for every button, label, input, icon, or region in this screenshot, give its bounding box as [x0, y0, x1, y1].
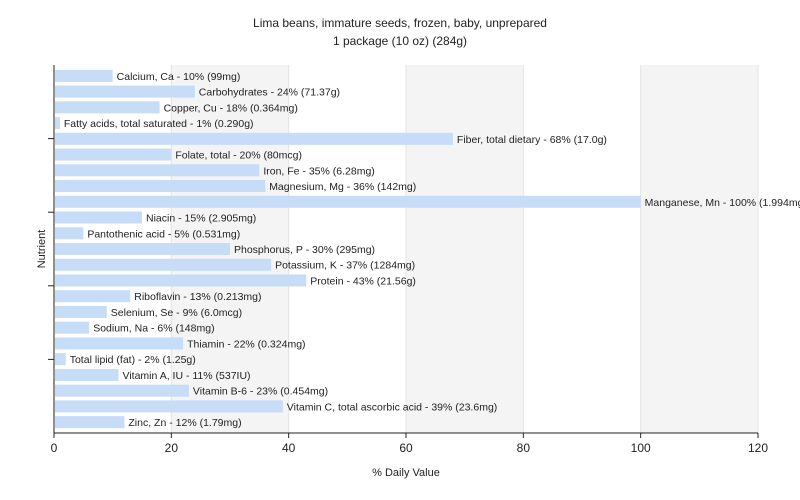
x-axis-title: % Daily Value	[372, 467, 440, 479]
bar	[55, 305, 107, 318]
bar-labels: Calcium, Ca - 10% (99mg) Carbohydrates - …	[64, 71, 800, 429]
grid-band	[406, 65, 524, 433]
bar	[55, 290, 131, 303]
bar-label: Zinc, Zn - 12% (1.79mg)	[128, 417, 241, 429]
bar-label: Magnesium, Mg - 36% (142mg)	[269, 181, 416, 193]
grid-band	[640, 65, 758, 433]
bar-label: Fatty acids, total saturated - 1% (0.290…	[64, 118, 254, 130]
bar	[55, 69, 113, 82]
bar	[55, 384, 189, 397]
bar	[55, 211, 142, 224]
bar-label: Vitamin A, IU - 11% (537IU)	[123, 370, 251, 382]
bar	[55, 368, 119, 381]
bar	[55, 132, 453, 145]
bar-label: Iron, Fe - 35% (6.28mg)	[263, 165, 374, 177]
bar	[55, 101, 160, 114]
bar-label: Niacin - 15% (2.905mg)	[146, 213, 256, 225]
bar	[55, 180, 266, 193]
bar	[55, 353, 66, 366]
bar-label: Sodium, Na - 6% (148mg)	[93, 323, 214, 335]
chart-subtitle: 1 package (10 oz) (284g)	[333, 34, 467, 48]
x-tick-label: 40	[282, 441, 296, 455]
x-tick-label: 80	[517, 441, 531, 455]
bar-label: Manganese, Mn - 100% (1.994mg)	[645, 197, 800, 209]
y-axis-title: Nutrient	[36, 230, 48, 269]
bar-label: Phosphorus, P - 30% (295mg)	[234, 244, 375, 256]
bar-label: Vitamin B-6 - 23% (0.454mg)	[193, 386, 328, 398]
x-tick-label: 60	[399, 441, 413, 455]
bar	[55, 337, 184, 350]
bar-label: Protein - 43% (21.56g)	[310, 275, 416, 287]
bar-label: Selenium, Se - 9% (6.0mcg)	[111, 307, 242, 319]
bar-label: Total lipid (fat) - 2% (1.25g)	[70, 354, 196, 366]
bar-label: Calcium, Ca - 10% (99mg)	[117, 71, 241, 83]
bar	[55, 164, 260, 177]
bar-label: Thiamin - 22% (0.324mg)	[187, 338, 305, 350]
x-tick-label: 100	[631, 441, 651, 455]
bar-label: Copper, Cu - 18% (0.364mg)	[164, 102, 298, 114]
chart-title: Lima beans, immature seeds, frozen, baby…	[253, 16, 547, 30]
gridlines	[170, 65, 759, 433]
bar-label: Fiber, total dietary - 68% (17.0g)	[457, 134, 607, 146]
bars	[55, 69, 641, 429]
x-tick-label: 0	[51, 441, 58, 455]
bar	[55, 274, 307, 287]
bar	[55, 195, 641, 208]
bar	[55, 227, 84, 240]
bar-label: Carbohydrates - 24% (71.37g)	[199, 87, 340, 99]
bar	[55, 416, 125, 429]
x-tick-label: 20	[165, 441, 179, 455]
bar	[55, 85, 195, 98]
bar	[55, 148, 172, 161]
bar	[55, 400, 283, 413]
grid-bands	[171, 65, 758, 433]
bar-label: Riboflavin - 13% (0.213mg)	[134, 291, 261, 303]
x-ticks: 0 20 40 60 80 100 120	[51, 433, 768, 455]
bar	[55, 321, 90, 334]
bar	[55, 243, 230, 255]
bar	[55, 258, 272, 271]
bar-label: Folate, total - 20% (80mcg)	[175, 150, 302, 162]
bar-label: Pantothenic acid - 5% (0.531mg)	[87, 228, 240, 240]
bar-label: Potassium, K - 37% (1284mg)	[275, 260, 415, 272]
bar-label: Vitamin C, total ascorbic acid - 39% (23…	[287, 401, 497, 413]
x-tick-label: 120	[748, 441, 768, 455]
bar	[55, 117, 60, 130]
